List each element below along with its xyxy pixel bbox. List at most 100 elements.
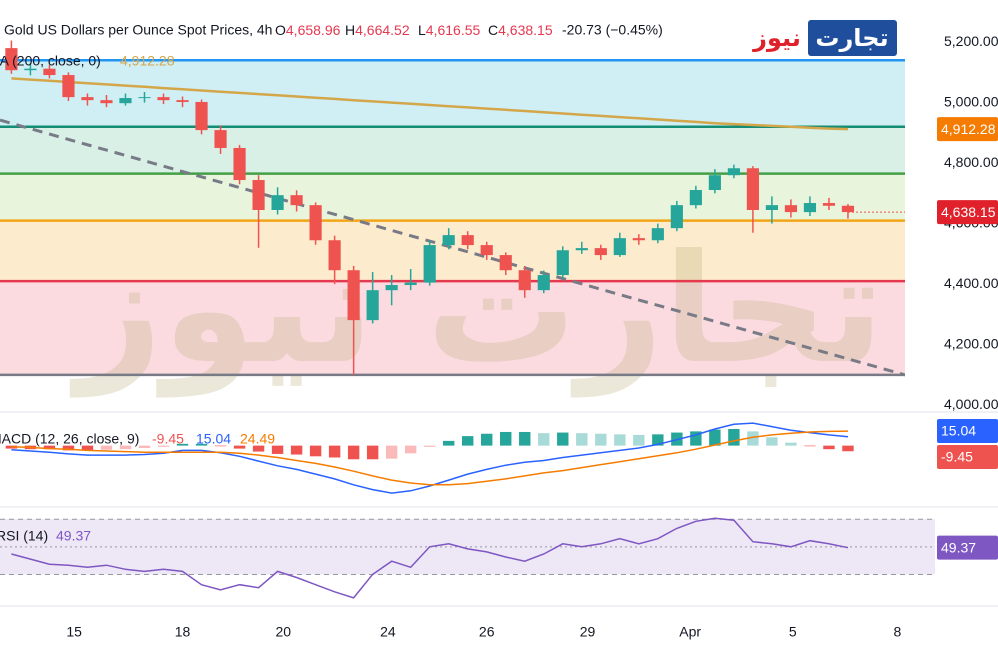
ma-value: 4,912.28 [120, 53, 175, 69]
moving-average [11, 77, 849, 131]
ohlc-high: H4,664.52 [345, 22, 410, 38]
candle-body [5, 48, 18, 71]
macd-histogram-bar [43, 445, 56, 450]
close-badge-bg [937, 200, 998, 225]
macd-histogram-bar [557, 432, 569, 446]
ohlc-value: 4,658.96 [286, 22, 341, 38]
macd-badge: 15.04 [941, 423, 976, 439]
macd-histogram-bar [614, 434, 626, 446]
logo-text-accent: نیوز [752, 24, 801, 52]
candle-body [613, 238, 626, 256]
macd-histogram-bar [347, 445, 360, 460]
candle-body [176, 100, 189, 102]
candle-body [651, 228, 664, 241]
watermark: تجارت نیوز [69, 223, 884, 398]
candle-body [708, 175, 721, 191]
chart-title: Gold US Dollars per Ounce Spot Prices, 4… [4, 22, 272, 38]
macd-histogram-bar [500, 431, 512, 446]
zone [0, 173, 905, 221]
macd-histogram-bar [385, 445, 398, 459]
x-tick-label: 8 [893, 624, 901, 640]
macd-line [11, 430, 849, 486]
macd-line [11, 422, 849, 494]
ma-legend: MA (200, close, 0) [0, 53, 101, 69]
macd-histogram-bar [842, 445, 854, 452]
candle-body [309, 205, 322, 241]
ohlc-value: 4,616.55 [426, 22, 481, 38]
candle-body [347, 270, 360, 321]
rsi-panel [0, 517, 935, 599]
zone [0, 220, 905, 282]
candle-body [499, 255, 512, 271]
candle-body [328, 240, 341, 271]
rsi-badge: 49.37 [941, 539, 976, 555]
candle-body [556, 250, 569, 276]
candle-body [442, 235, 455, 246]
macd-line-value: 15.04 [196, 431, 231, 447]
x-tick-label: 15 [66, 624, 82, 640]
candle-body [822, 203, 836, 206]
rsi-badge-bg [937, 535, 998, 560]
candle-body [537, 275, 550, 291]
macd-histogram-bar [538, 433, 550, 446]
macd-histogram-bar [404, 445, 417, 454]
candle-body [518, 270, 531, 291]
macd-histogram-bar [62, 445, 75, 451]
macd-histogram-bar [138, 445, 151, 448]
zone [0, 281, 905, 375]
zone [0, 60, 905, 127]
x-tick-label: Apr [679, 624, 701, 640]
macd-histogram-bar [652, 434, 664, 446]
ohlc-key: C [488, 22, 498, 38]
x-tick-label: 29 [580, 624, 596, 640]
macd-histogram-bar [157, 445, 170, 447]
macd-histogram-bar [595, 433, 607, 446]
candle-body [290, 195, 303, 206]
macd-histogram-bar [195, 443, 208, 446]
y-tick-label: 4,200.00 [944, 335, 998, 351]
candle-body [404, 282, 417, 286]
macd-histogram-bar [823, 445, 835, 450]
x-tick-label: 24 [380, 624, 396, 640]
macd-signal-value: 24.49 [240, 431, 275, 447]
logo-text-main: تجارت [815, 24, 888, 52]
macd-histogram-bar [252, 445, 265, 452]
macd-histogram-bar [519, 431, 531, 446]
trendline [0, 118, 905, 377]
macd-histogram-bar [728, 429, 740, 446]
macd-histogram-bar [576, 433, 588, 446]
x-tick-label: 20 [275, 624, 291, 640]
candle-body [784, 205, 798, 213]
macd-histogram-bar [462, 436, 474, 446]
candle-body [727, 168, 740, 176]
candle-body [43, 68, 56, 76]
candle-body [803, 203, 817, 213]
ohlc-key: O [275, 22, 286, 38]
candle-body [195, 101, 208, 131]
y-tick-label: 4,800.00 [944, 154, 998, 170]
macd-histogram-bar [442, 440, 455, 446]
candle-body [157, 97, 170, 101]
macd-histogram-bar [309, 445, 322, 457]
macd-histogram-bar [290, 445, 303, 455]
candle-body [689, 190, 702, 206]
macd-histogram-bar [328, 445, 341, 458]
macd-histogram-bar [366, 445, 379, 460]
macd-panel [5, 422, 854, 494]
candle-body [385, 285, 398, 291]
candle-body [366, 290, 379, 321]
candle-body [746, 168, 759, 210]
macd-hist-badge-bg [937, 444, 998, 469]
candle-body [575, 248, 588, 251]
macd-histogram-bar [233, 445, 246, 449]
rsi-line [11, 517, 849, 599]
logo-blue-box [808, 20, 897, 56]
macd-hist-badge: -9.45 [941, 449, 973, 465]
y-tick-label: 5,200.00 [944, 33, 998, 49]
x-tick-label: 26 [479, 624, 495, 640]
ohlc-close: C4,638.15 [488, 22, 553, 38]
candle-body [271, 195, 284, 210]
candle-body [423, 245, 436, 283]
y-tick-label: 5,000.00 [944, 93, 998, 109]
